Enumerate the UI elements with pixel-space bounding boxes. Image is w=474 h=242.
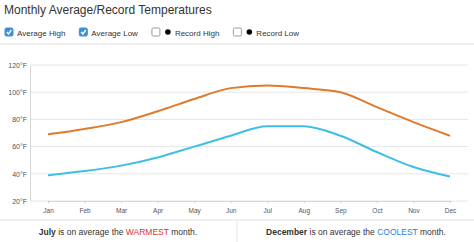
- x-axis: Jan Feb Mar Apr May Jun Jul Aug Sep Oct Nov Dec: [43, 201, 457, 215]
- annotation-part: July: [39, 227, 58, 237]
- annotation-part: the: [363, 227, 377, 237]
- legend-check: [7, 30, 12, 34]
- legend-checkbox[interactable]: [5, 28, 13, 36]
- x-tick-mark: [377, 201, 378, 203]
- x-tick-label: Nov: [408, 207, 420, 214]
- x-tick-label: Mar: [116, 207, 128, 214]
- separator: [0, 44, 474, 45]
- legend-item[interactable]: Average High: [5, 28, 65, 38]
- divider: [237, 220, 238, 242]
- x-tick-label: May: [189, 207, 202, 215]
- title: Monthly Average/Record Temperatures: [4, 3, 212, 17]
- x-tick: Jun: [226, 201, 237, 214]
- grid-line: [30, 92, 468, 93]
- x-tick-mark: [121, 201, 122, 203]
- grid-line: [30, 146, 468, 147]
- legend: Average High Average Low Record High Record…: [5, 28, 299, 38]
- legend-label: Record Low: [256, 29, 299, 38]
- x-tick: May: [189, 201, 202, 215]
- grid-line: [30, 119, 468, 120]
- annotation-part: on: [318, 227, 330, 237]
- x-tick-mark: [267, 201, 268, 203]
- x-tick-label: Oct: [372, 207, 382, 214]
- x-tick-mark: [304, 201, 305, 203]
- x-tick-mark: [413, 201, 414, 203]
- annotation-part: on: [67, 227, 79, 237]
- annotation-part: average: [330, 227, 363, 237]
- x-tick-label: Dec: [445, 207, 457, 214]
- y-tick: 20°F: [12, 198, 30, 205]
- x-tick: Jan: [43, 201, 54, 214]
- y-tick-label: 60°F: [12, 143, 27, 150]
- x-tick: Oct: [372, 201, 382, 214]
- chart: Monthly Average/Record Temperatures Avera…: [0, 0, 474, 242]
- x-tick-mark: [85, 201, 86, 203]
- annotation-part: is: [310, 227, 319, 237]
- y-tick-label: 80°F: [12, 116, 27, 123]
- x-tick-label: Jul: [264, 207, 273, 214]
- legend-marker: [247, 29, 253, 35]
- annotation-part: WARMEST: [126, 227, 171, 237]
- y-tick-label: 20°F: [12, 198, 27, 205]
- y-tick: 80°F: [12, 116, 30, 123]
- x-tick-label: Jun: [226, 207, 237, 214]
- legend-label: Record High: [175, 29, 219, 38]
- annotation-part: December: [266, 227, 309, 237]
- legend-marker: [165, 29, 171, 35]
- legend-item[interactable]: Record High: [152, 28, 219, 38]
- y-tick: 120°F: [8, 62, 30, 69]
- y-axis: 20°F 40°F 60°F 80°F 100°F 120°F: [8, 62, 30, 205]
- y-tick: 60°F: [12, 143, 30, 150]
- y-tick-label: 120°F: [8, 62, 27, 69]
- annotation-part: the: [112, 227, 126, 237]
- chart-container: Monthly Average/Record Temperatures Avera…: [0, 0, 474, 242]
- x-tick-label: Aug: [299, 207, 311, 215]
- x-tick-mark: [194, 201, 195, 203]
- legend-label: Average High: [17, 29, 65, 38]
- grid-line: [30, 173, 468, 174]
- legend-check: [81, 30, 86, 34]
- x-tick-label: Apr: [153, 207, 164, 215]
- legend-item[interactable]: Record Low: [233, 28, 299, 38]
- x-tick: Jul: [264, 201, 273, 214]
- annotation: July is on average the WARMEST month.: [39, 227, 197, 237]
- x-tick: Mar: [116, 201, 128, 214]
- x-tick: Sep: [335, 201, 347, 215]
- y-tick-label: 40°F: [12, 171, 27, 178]
- annotation: December is on average the COOLEST month…: [266, 227, 446, 237]
- legend-item[interactable]: Average Low: [79, 28, 138, 38]
- grid: [30, 65, 468, 201]
- annotation-part: COOLEST: [377, 227, 420, 237]
- x-tick-label: Sep: [335, 207, 347, 215]
- annotation-part: is: [58, 227, 67, 237]
- y-tick: 100°F: [8, 89, 30, 96]
- grid-line: [30, 65, 468, 66]
- legend-checkbox[interactable]: [152, 28, 160, 36]
- y-tick-label: 100°F: [8, 89, 27, 96]
- legend-label: Average Low: [91, 29, 138, 38]
- x-tick: Dec: [445, 201, 457, 214]
- legend-checkbox[interactable]: [79, 28, 87, 36]
- x-axis-line: [49, 202, 451, 204]
- plot-area: [48, 85, 450, 176]
- x-tick-mark: [231, 201, 232, 203]
- x-tick: Apr: [153, 201, 164, 215]
- x-tick-label: Jan: [43, 207, 54, 214]
- x-tick: Feb: [79, 201, 91, 214]
- x-tick-mark: [450, 201, 451, 203]
- x-tick-mark: [158, 201, 159, 203]
- annotation-part: average: [79, 227, 112, 237]
- series-line: [48, 85, 450, 135]
- legend-checkbox[interactable]: [233, 28, 241, 36]
- x-tick: Aug: [299, 201, 311, 215]
- series-line: [48, 126, 450, 176]
- x-tick-label: Feb: [79, 207, 91, 214]
- y-axis-line: [30, 66, 31, 202]
- annotation-part: month.: [171, 227, 197, 237]
- y-tick: 40°F: [12, 171, 30, 178]
- x-tick-mark: [340, 201, 341, 203]
- x-tick-mark: [48, 201, 49, 203]
- annotation-part: month.: [420, 227, 446, 237]
- x-tick: Nov: [408, 201, 420, 214]
